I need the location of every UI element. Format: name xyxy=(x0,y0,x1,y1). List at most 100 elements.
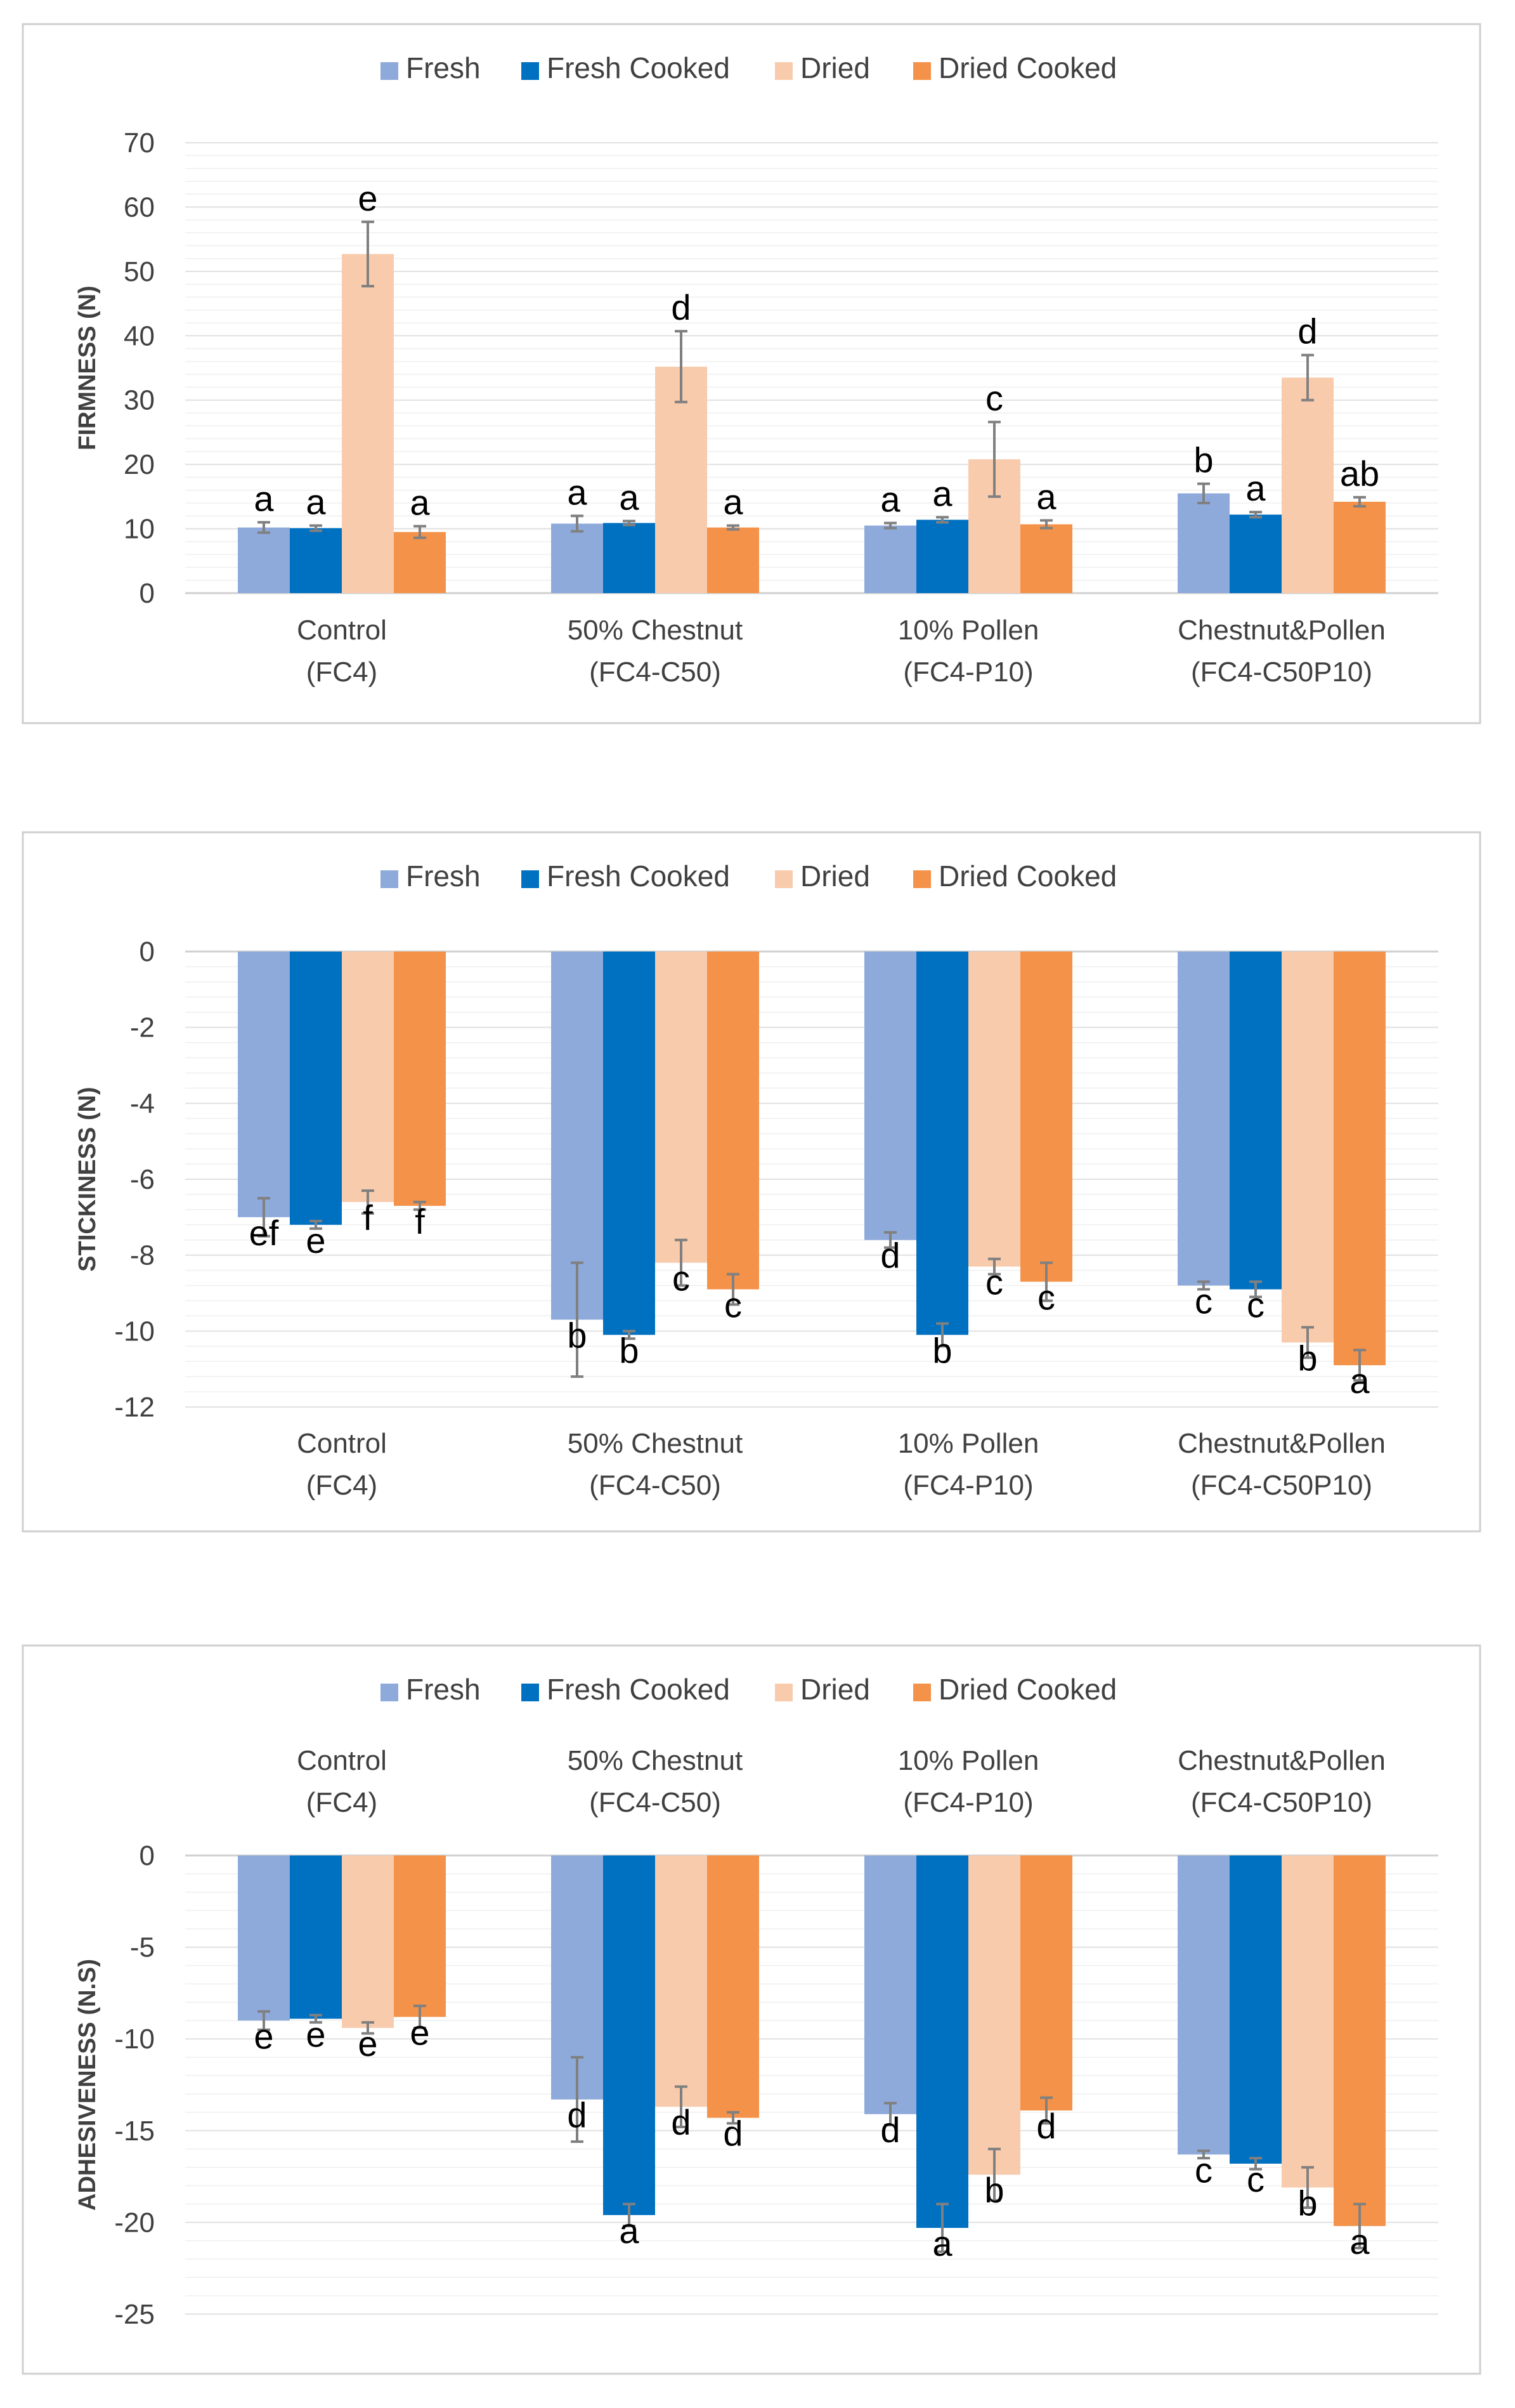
significance-letter: a xyxy=(619,477,639,517)
error-bar xyxy=(623,1330,635,1340)
error-bar xyxy=(257,1196,270,1238)
error-bar xyxy=(413,525,426,539)
bar-fresh-cooked-3 xyxy=(916,1855,968,2228)
error-bar xyxy=(257,2010,270,2031)
y-axis-label: ADHESIVENESS (N.S) xyxy=(74,1959,101,2211)
legend-label-1: Fresh xyxy=(406,860,481,893)
error-bar xyxy=(1353,495,1366,508)
bar-dried-cooked-3 xyxy=(1020,952,1072,1282)
legend-swatch-4 xyxy=(913,62,931,80)
legend-label-3: Dried xyxy=(800,51,870,84)
y-axis-label: STICKINESS (N) xyxy=(74,1087,101,1271)
bar-fresh-cooked-1 xyxy=(290,1855,342,2019)
error-bar xyxy=(727,1273,739,1306)
significance-letter: d xyxy=(880,2110,900,2150)
significance-letter: b xyxy=(567,1315,587,1355)
legend: Fresh Fresh Cooked Dried Dried Cooked xyxy=(380,51,1117,84)
significance-letter: b xyxy=(1297,2183,1317,2223)
significance-letter: b xyxy=(619,1330,639,1370)
legend-swatch-2 xyxy=(521,1684,539,1701)
significance-letter: b xyxy=(984,2170,1004,2210)
y-tick-label: -25 xyxy=(114,2299,155,2330)
bar-dried-1 xyxy=(342,254,394,593)
legend-label-4: Dried Cooked xyxy=(939,51,1117,84)
significance-letter: a xyxy=(619,2211,639,2251)
legend-swatch-2 xyxy=(521,62,539,80)
error-bar xyxy=(571,514,583,533)
bar-dried-cooked-1 xyxy=(394,1855,446,2017)
significance-letter: c xyxy=(672,1259,690,1299)
bar-fresh-cooked-4 xyxy=(1230,952,1282,1290)
legend-swatch-1 xyxy=(380,62,398,80)
bar-fresh-1 xyxy=(238,527,290,593)
error-bar xyxy=(727,524,739,531)
legend-label-4: Dried Cooked xyxy=(939,1673,1117,1706)
error-bar xyxy=(988,1257,1001,1276)
bar-fresh-3 xyxy=(864,952,916,1240)
bar-dried-2 xyxy=(655,366,707,593)
significance-letter: e xyxy=(254,2016,273,2056)
error-bar xyxy=(361,220,374,288)
y-tick-label: 60 xyxy=(124,192,155,223)
bar-fresh-1 xyxy=(238,952,290,1217)
category-label: (FC4) xyxy=(306,657,377,688)
significance-letter: a xyxy=(880,479,901,519)
error-bar xyxy=(623,2202,635,2228)
significance-letter: c xyxy=(1037,1278,1055,1318)
y-tick-label: -5 xyxy=(130,1932,155,1963)
significance-letter: a xyxy=(932,2223,953,2263)
legend-swatch-3 xyxy=(775,870,793,888)
category-label: Control xyxy=(297,1745,387,1776)
error-bar xyxy=(884,1231,897,1249)
bar-dried-cooked-2 xyxy=(707,1855,759,2118)
category-label: 10% Pollen xyxy=(898,1428,1039,1459)
significance-letter: a xyxy=(1245,468,1266,508)
legend-label-4: Dried Cooked xyxy=(939,860,1117,893)
y-tick-label: -10 xyxy=(114,1316,155,1347)
significance-letter: c xyxy=(724,1285,742,1325)
error-bar xyxy=(257,521,270,534)
bar-fresh-cooked-4 xyxy=(1230,514,1282,593)
category-label: (FC4-P10) xyxy=(903,1470,1033,1501)
significance-letter: d xyxy=(880,1236,900,1276)
error-bar xyxy=(675,330,687,403)
error-bar xyxy=(361,1189,374,1215)
significance-letter: ab xyxy=(1340,454,1379,494)
significance-letter: a xyxy=(567,472,587,512)
legend-swatch-4 xyxy=(913,1684,931,1701)
significance-letter: b xyxy=(1297,1338,1317,1378)
panel-frame xyxy=(22,23,1481,724)
significance-letter: d xyxy=(1036,2106,1056,2146)
category-label: Control xyxy=(297,615,387,646)
error-bar xyxy=(309,2013,322,2024)
bar-dried-cooked-1 xyxy=(394,532,446,593)
y-tick-label: -2 xyxy=(130,1012,155,1044)
category-label: (FC4) xyxy=(306,1787,377,1818)
significance-letter: e xyxy=(306,2014,325,2054)
legend-label-2: Fresh Cooked xyxy=(547,51,730,84)
bar-dried-cooked-4 xyxy=(1334,1855,1386,2227)
significance-letter: a xyxy=(1349,2222,1370,2261)
significance-letter: a xyxy=(932,473,953,513)
error-bar xyxy=(309,1219,322,1230)
y-tick-label: 30 xyxy=(124,385,155,416)
bar-dried-2 xyxy=(655,952,707,1263)
category-label: Chestnut&Pollen xyxy=(1178,1428,1386,1459)
bar-fresh-cooked-1 xyxy=(290,528,342,593)
error-bar xyxy=(1197,1280,1210,1291)
significance-letter: e xyxy=(358,2024,377,2064)
category-label: Control xyxy=(297,1428,387,1459)
bar-fresh-cooked-2 xyxy=(603,523,655,593)
bar-fresh-4 xyxy=(1178,1855,1230,2155)
legend: Fresh Fresh Cooked Dried Dried Cooked xyxy=(380,1673,1117,1706)
significance-letter: d xyxy=(671,287,691,327)
legend-swatch-2 xyxy=(521,870,539,888)
y-tick-label: -10 xyxy=(114,2024,155,2055)
bar-dried-4 xyxy=(1282,377,1334,593)
significance-letter: a xyxy=(306,482,326,522)
category-label: (FC4-C50) xyxy=(589,1470,721,1501)
error-bar xyxy=(936,2202,949,2253)
error-bar xyxy=(413,2005,426,2029)
error-bar xyxy=(988,2147,1001,2202)
y-tick-label: -12 xyxy=(114,1392,155,1423)
